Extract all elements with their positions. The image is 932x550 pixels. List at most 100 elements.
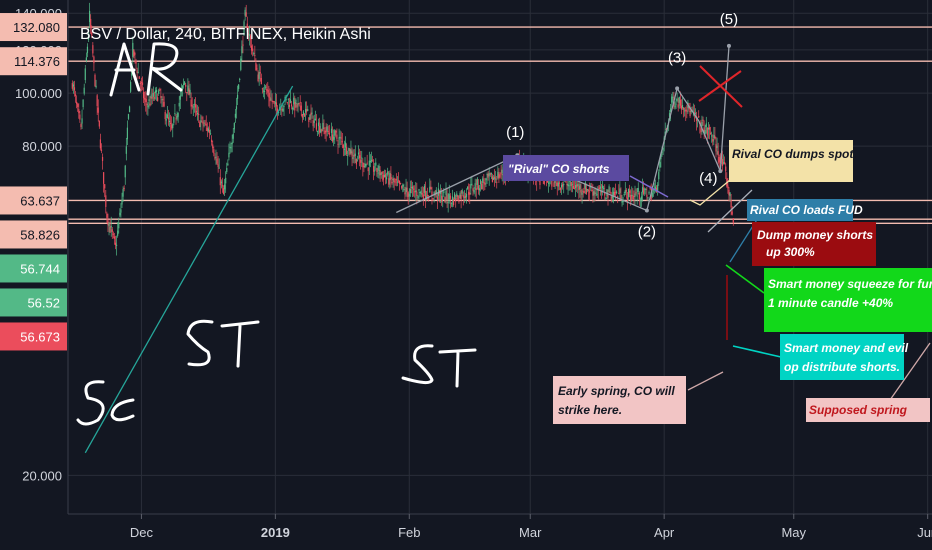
- annotation-dump-money-shorts[interactable]: Dump money shorts up 300%: [752, 222, 876, 266]
- candle-body: [117, 230, 119, 236]
- candle-body: [217, 164, 219, 168]
- candlestick-series[interactable]: [71, 2, 734, 256]
- candle-body: [337, 143, 339, 145]
- annotation-rival-co-dumps-spot[interactable]: Rival CO dumps spot.: [729, 140, 857, 182]
- candle-body: [401, 185, 403, 189]
- candle-body: [612, 191, 614, 196]
- candle-body: [568, 185, 570, 187]
- candle-body: [266, 89, 268, 91]
- candle-body: [611, 196, 613, 199]
- candle-body: [381, 172, 383, 174]
- candle-body: [424, 190, 427, 199]
- annotation-rival-co-loads-fud[interactable]: Rival CO loads FUD: [747, 199, 863, 221]
- candle-body: [728, 189, 730, 196]
- candle-body: [631, 194, 633, 196]
- candle-body: [575, 185, 577, 189]
- candle-body: [110, 226, 112, 228]
- x-tick-label: 2019: [261, 525, 290, 540]
- y-tick-label: 80.000: [22, 139, 62, 154]
- candle-body: [106, 213, 108, 218]
- candle-body: [351, 151, 353, 157]
- candle-body: [259, 72, 261, 74]
- candle-body: [263, 90, 266, 92]
- candle-body: [621, 201, 623, 203]
- annotation-supposed-spring[interactable]: Supposed spring: [806, 398, 930, 422]
- candle-body: [146, 103, 148, 106]
- candle-body: [676, 98, 678, 101]
- candle-body: [564, 180, 566, 182]
- candle-body: [211, 139, 213, 143]
- candle-body: [722, 162, 725, 164]
- candle-body: [278, 111, 280, 113]
- candle-body: [197, 113, 199, 115]
- candle-body: [310, 112, 312, 116]
- candle-body: [606, 189, 608, 196]
- candle-body: [474, 183, 476, 189]
- candle-body: [354, 153, 356, 156]
- price-tag-text: 63.637: [20, 193, 60, 208]
- candle-body: [652, 190, 654, 192]
- candle-body: [150, 94, 152, 99]
- candle-body: [479, 179, 482, 185]
- candle-body: [141, 82, 144, 85]
- candle-body: [595, 192, 597, 194]
- candle-body: [636, 195, 638, 197]
- x-tick-label: Apr: [654, 525, 675, 540]
- candle-body: [300, 105, 302, 112]
- candle-body: [710, 132, 712, 135]
- candle-body: [135, 60, 137, 64]
- candle-body: [330, 128, 333, 133]
- candle-body: [626, 197, 629, 203]
- candle-body: [446, 194, 448, 201]
- candle-body: [359, 155, 361, 159]
- candle-body: [632, 195, 634, 200]
- candle-body: [227, 163, 229, 166]
- candle-body: [332, 134, 334, 142]
- candle-body: [148, 99, 150, 102]
- candle-body: [177, 113, 179, 117]
- candle-body: [294, 102, 296, 111]
- candle-body: [718, 156, 720, 163]
- candle-body: [461, 190, 463, 194]
- candle-body: [657, 184, 659, 191]
- candle-body: [639, 199, 641, 201]
- candle-body: [654, 186, 657, 190]
- candle-body: [495, 178, 497, 180]
- price-tag-text: 56.673: [20, 329, 60, 344]
- candle-body: [624, 189, 626, 194]
- candle-body: [245, 12, 247, 17]
- candle-body: [604, 192, 606, 196]
- time-axis[interactable]: Dec 2019 Feb Mar Apr May Jun: [130, 514, 932, 540]
- candle-body: [101, 157, 104, 161]
- candle-body: [394, 181, 396, 183]
- candle-body: [205, 124, 207, 126]
- annotation-early-spring[interactable]: Early spring, CO will strike here.: [553, 376, 686, 424]
- candle-body: [167, 117, 170, 120]
- candle-body: [425, 196, 428, 198]
- annotation-smart-money-distribute[interactable]: Smart money and evil op distribute short…: [780, 334, 911, 380]
- candle-body: [71, 83, 73, 89]
- candle-body: [633, 195, 635, 197]
- candle-body: [389, 172, 391, 181]
- candle-body: [685, 109, 687, 112]
- candle-body: [189, 89, 191, 94]
- candle-body: [301, 114, 303, 118]
- handwritten-st-2: [401, 344, 477, 388]
- candle-body: [623, 193, 625, 196]
- candle-body: [371, 160, 374, 162]
- candle-body: [680, 105, 683, 110]
- annotation-rival-co-shorts[interactable]: "Rival" CO shorts: [503, 155, 629, 181]
- candle-body: [181, 85, 184, 90]
- candle-body: [202, 121, 204, 125]
- candle-body: [716, 145, 718, 149]
- candle-body: [344, 142, 347, 148]
- annotation-smart-money-squeeze[interactable]: Smart money squeeze for fund. 1 minute c…: [764, 268, 932, 332]
- candle-body: [721, 158, 724, 166]
- candle-body: [392, 178, 394, 181]
- candle-body: [112, 233, 114, 235]
- candle-body: [255, 62, 257, 71]
- candle-body: [139, 83, 141, 85]
- price-tag-text: 56.744: [20, 261, 60, 276]
- candle-body: [423, 185, 425, 193]
